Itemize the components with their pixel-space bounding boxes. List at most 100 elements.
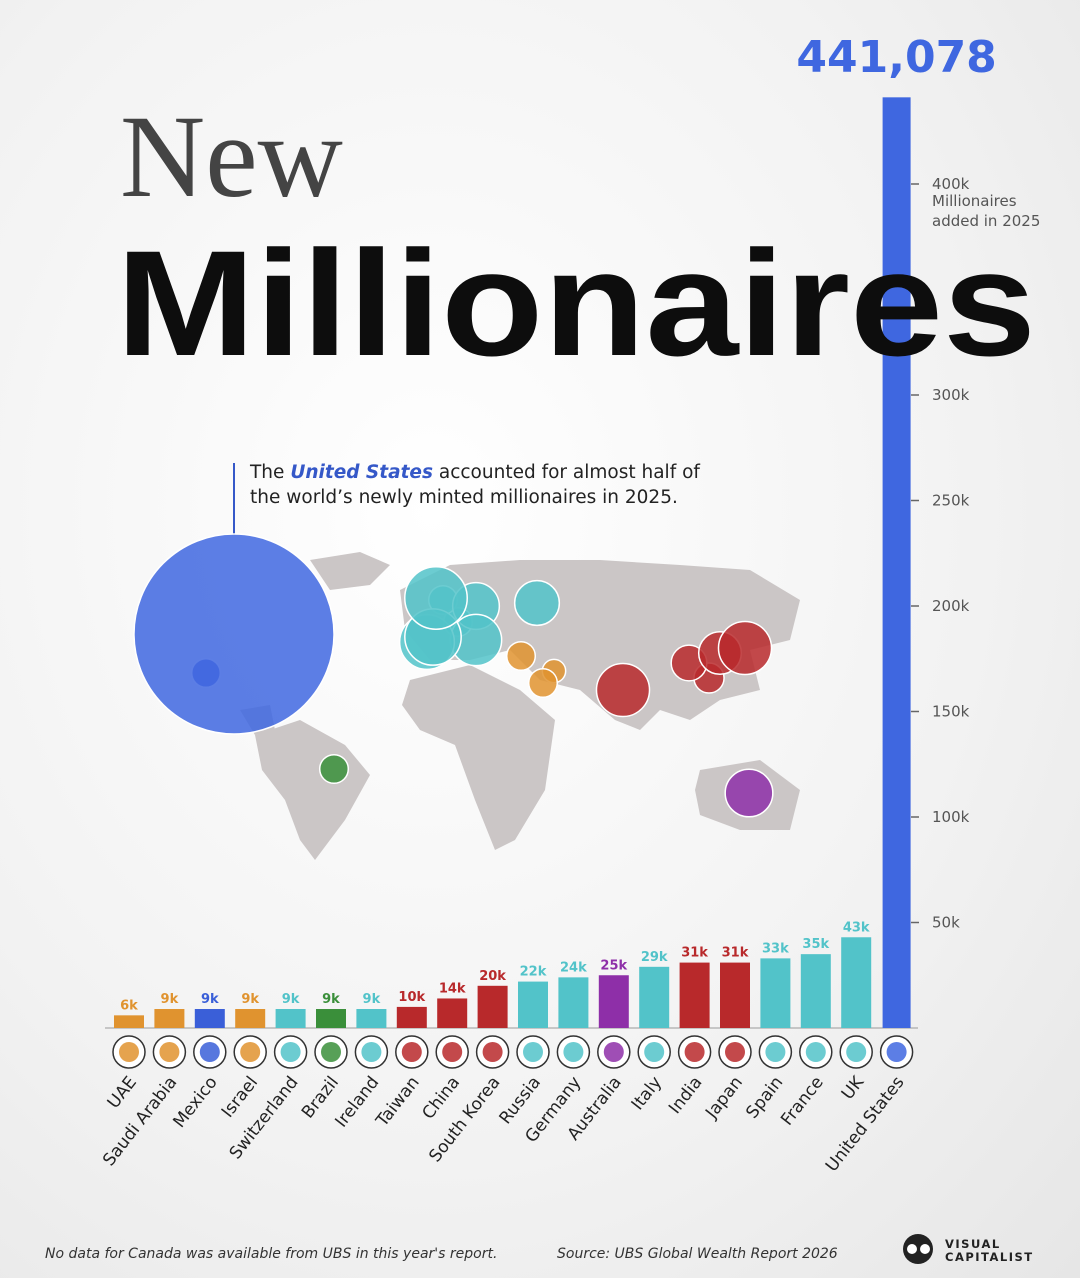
value-label: 6k [120,998,138,1013]
bar [154,1009,185,1028]
bar [720,962,750,1028]
flag-color [886,1042,907,1062]
x-tick-label: France [777,1073,828,1130]
source: Source: UBS Global Wealth Report 2026 [557,1246,838,1262]
value-label: 9k [363,992,381,1007]
map-bubble [717,620,773,676]
annotation-text: The [250,462,285,483]
value-label: 9k [322,992,340,1007]
flag-color [199,1042,220,1062]
flag-color [119,1042,139,1062]
map-bubble [133,533,335,735]
map-bubble [724,768,774,818]
title-line: Millionaires [116,219,1036,387]
y-axis-label: Millionaires added in 2025 [932,192,1041,230]
x-tick-label: Mexico [169,1073,221,1132]
value-label: 31k [722,946,749,961]
note: No data for Canada was available from UB… [45,1246,498,1262]
annotation-text: accounted for almost half of the world’s… [250,462,700,508]
x-tick-label: Italy [628,1073,666,1114]
flag-color [563,1042,584,1062]
y-tick-label: 150k [932,703,970,721]
bar [800,954,831,1028]
value-label: 24k [560,960,587,975]
x-tick-label: Taiwan [372,1073,424,1132]
map-bubble [404,566,468,630]
value-label: 9k [161,992,179,1007]
flag-color [684,1042,705,1062]
bar [316,1009,346,1028]
y-tick-label: 100k [932,808,970,826]
x-tick-label: UAE [104,1073,141,1113]
x-tick-label: India [665,1073,706,1118]
value-label: 441,078 [796,32,996,83]
title-line: New [120,91,343,222]
flag-color [280,1042,301,1062]
value-label: 9k [282,992,300,1007]
flag-color [644,1042,665,1062]
bar [760,958,791,1028]
x-tick-label: Saudi Arabia [99,1073,181,1170]
value-label: 31k [681,946,708,961]
value-label: 43k [843,920,870,935]
brand: VISUAL CAPITALIST [945,1238,1034,1264]
annotation-highlight: United States [290,462,433,483]
flag-color [401,1042,422,1062]
y-tick-label: 400k [932,175,970,193]
x-tick-label: Japan [701,1073,747,1123]
map-bubble [527,667,559,699]
flag-color [482,1042,503,1062]
value-label: 35k [802,937,829,952]
bar [477,985,508,1028]
bar [639,966,670,1028]
flag-color [805,1042,826,1062]
map-bubble [513,579,561,627]
brand-line: VISUAL [945,1237,1001,1251]
map-bubble [595,662,651,718]
value-label: 22k [520,965,547,980]
annotation: The United States accounted for almost h… [250,460,720,510]
value-label: 25k [600,958,627,973]
bar [194,1009,225,1028]
value-label: 9k [241,992,259,1007]
value-label: 14k [439,981,466,996]
y-tick-label: 250k [932,492,970,510]
flag-color [159,1042,180,1062]
bar [356,1009,387,1028]
bar [396,1006,427,1028]
flag-color [523,1042,543,1062]
value-label: 33k [762,941,789,956]
bar [841,937,872,1028]
value-label: 10k [398,990,425,1005]
x-tick-label: UK [838,1072,869,1104]
bar [679,962,710,1028]
value-label: 29k [641,950,668,965]
flag-color [442,1042,463,1062]
bar [518,981,548,1028]
map-bubble [318,753,350,785]
flag-color [846,1042,867,1062]
value-label: 9k [201,992,219,1007]
bar [882,97,911,1028]
bar [437,998,468,1028]
brand-line: CAPITALIST [945,1250,1034,1264]
flag-color [603,1042,624,1062]
y-tick-label: 200k [932,597,970,615]
bar [235,1009,266,1028]
flag-color [725,1042,745,1062]
y-tick-label: 300k [932,386,970,404]
flag-color [765,1042,786,1062]
bar [558,977,589,1028]
map-bubble [505,640,537,672]
flag-color [321,1042,341,1062]
bar [275,1009,306,1028]
flag-color [240,1042,261,1062]
flag-color [361,1042,382,1062]
value-label: 20k [479,969,506,984]
y-tick-label: 50k [932,914,960,932]
bar [114,1015,144,1028]
bar [598,975,629,1028]
x-tick-label: Ireland [331,1073,383,1132]
